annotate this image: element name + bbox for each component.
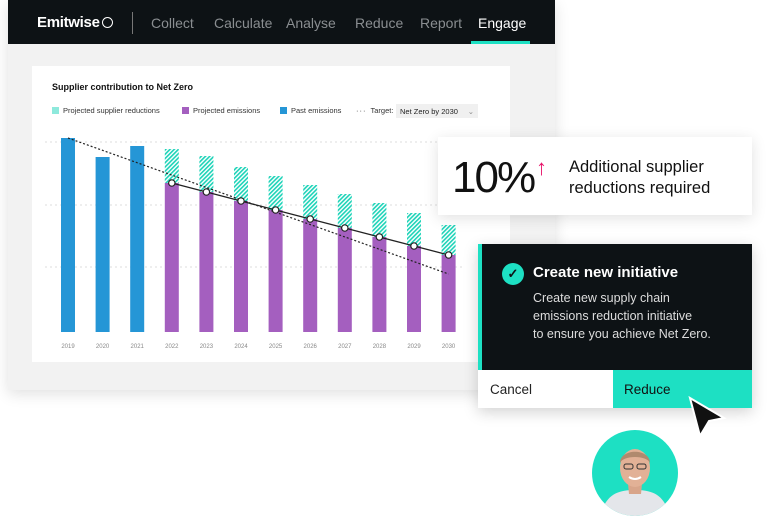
projection-point-2028 <box>375 233 384 241</box>
year-label-2028: 2028 <box>373 344 387 350</box>
year-label-2025: 2025 <box>269 344 283 350</box>
top-nav: Emitwise Collect Calculate Analyse Reduc… <box>8 0 555 44</box>
projection-point-2024 <box>237 197 245 205</box>
projection-point-2029 <box>410 242 418 250</box>
legend-projected-emissions: Projected emissions <box>182 106 260 115</box>
year-label-2027: 2027 <box>338 344 352 350</box>
bar-projected-2030 <box>441 255 456 332</box>
year-label-2021: 2021 <box>131 344 145 350</box>
bar-past-2021 <box>130 146 145 332</box>
target-select[interactable]: Net Zero by 2030 ⌄ <box>396 104 478 118</box>
bar-reduction-2026 <box>303 185 318 219</box>
bar-projected-2027 <box>337 228 352 332</box>
year-label-2024: 2024 <box>234 344 248 350</box>
mouse-cursor-icon <box>688 396 727 439</box>
legend-past-emissions: Past emissions <box>280 106 341 115</box>
bar-reduction-2030 <box>441 225 456 255</box>
nav-analyse[interactable]: Analyse <box>286 15 336 31</box>
chart-title: Supplier contribution to Net Zero <box>52 82 193 92</box>
logo-text: Emitwise <box>37 14 100 31</box>
bar-reduction-2022 <box>164 149 179 183</box>
year-label-2020: 2020 <box>96 344 110 350</box>
target-line <box>67 137 449 275</box>
bar-past-2020 <box>95 157 110 332</box>
arrow-up-icon: ↑ <box>536 155 547 180</box>
nav-reduce[interactable]: Reduce <box>355 15 404 31</box>
year-label-2019: 2019 <box>61 344 75 350</box>
active-tab-indicator <box>471 41 530 44</box>
dialog-text: Create new supply chain emissions reducti… <box>533 291 711 341</box>
stat-card: 10% ↑ Additional supplier reductions requ… <box>438 137 752 215</box>
bar-projected-2022 <box>164 183 179 332</box>
bar-reduction-2027 <box>337 194 352 228</box>
stat-text: Additional supplier reductions required <box>569 158 711 197</box>
nav-calculate[interactable]: Calculate <box>214 15 273 31</box>
reduce-button[interactable]: Reduce <box>613 370 752 408</box>
year-label-2023: 2023 <box>200 344 214 350</box>
bar-projected-2024 <box>234 201 248 332</box>
bar-reduction-2024 <box>234 167 248 201</box>
cancel-button[interactable]: Cancel <box>478 370 613 408</box>
projection-point-2023 <box>202 188 211 196</box>
projection-point-2025 <box>271 206 280 214</box>
logo[interactable]: Emitwise <box>37 14 113 31</box>
year-label-2029: 2029 <box>407 344 421 350</box>
bar-projected-2026 <box>303 219 318 332</box>
projection-point-2026 <box>306 215 315 223</box>
avatar <box>592 430 678 516</box>
chevron-down-icon: ⌄ <box>467 107 474 116</box>
stat-value: 10% <box>452 153 536 202</box>
check-circle-icon: ✓ <box>502 263 524 285</box>
legend-target: ··· Target: <box>356 106 394 115</box>
nav-collect[interactable]: Collect <box>151 15 194 31</box>
bar-reduction-2029 <box>407 213 421 246</box>
year-label-2030: 2030 <box>442 344 456 350</box>
person-photo <box>600 449 670 516</box>
dialog-body: ✓ Create new initiative Create new suppl… <box>478 244 752 370</box>
projection-point-2027 <box>340 224 349 232</box>
initiative-dialog: ✓ Create new initiative Create new suppl… <box>478 244 752 408</box>
projection-point-2022 <box>168 179 176 187</box>
bar-projected-2028 <box>372 237 387 332</box>
year-label-2026: 2026 <box>304 344 318 350</box>
legend-supplier-reductions: Projected supplier reductions <box>52 106 160 115</box>
logo-icon <box>101 17 113 28</box>
dialog-title: Create new initiative <box>533 264 679 281</box>
year-label-2022: 2022 <box>165 344 179 350</box>
bar-projected-2025 <box>268 210 283 332</box>
nav-engage[interactable]: Engage <box>478 15 527 31</box>
bar-reduction-2028 <box>372 203 387 237</box>
bar-projected-2023 <box>199 192 214 332</box>
projection-point-2030 <box>444 251 453 259</box>
bar-projected-2029 <box>407 246 421 332</box>
nav-report[interactable]: Report <box>420 15 463 31</box>
bar-reduction-2025 <box>268 176 283 210</box>
bar-past-2019 <box>61 138 75 332</box>
nav-divider <box>132 12 133 34</box>
bar-reduction-2023 <box>199 156 214 192</box>
